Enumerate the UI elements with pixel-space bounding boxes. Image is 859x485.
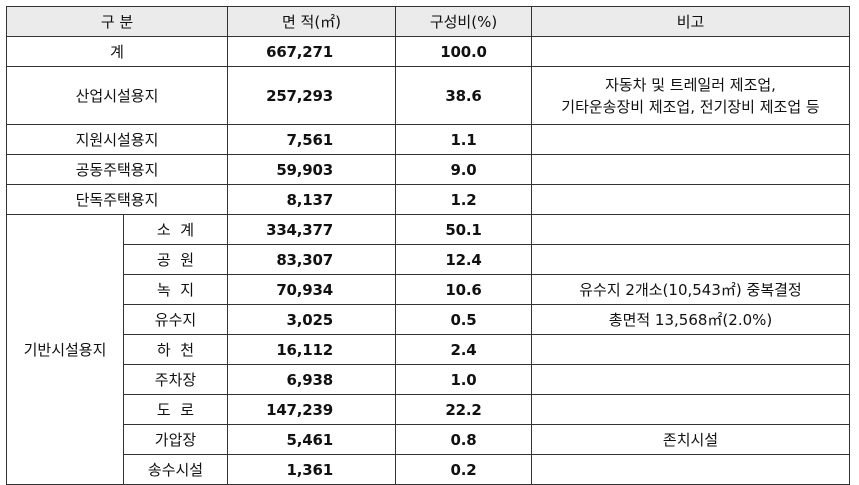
table-row: 계 667,271 100.0 (6, 36, 850, 67)
infra-item-note (531, 244, 850, 275)
row-area: 59,903 (227, 154, 396, 185)
table-row: 녹 지 70,934 10.6 유수지 2개소(10,543㎡) 중복결정 (7, 274, 850, 305)
infra-item-name: 소 계 (123, 214, 228, 245)
infra-item-name: 유수지 (123, 304, 228, 335)
table-row: 기반시설용지 소 계 334,377 50.1 (6, 214, 850, 485)
table-row: 송수시설 1,361 0.2 (7, 454, 850, 485)
note-line: 기타운송장비 제조업, 전기장비 제조업 등 (561, 97, 820, 116)
infra-item-name: 하 천 (123, 334, 228, 365)
infra-item-ratio: 12.4 (395, 244, 532, 275)
infra-item-ratio: 0.8 (395, 424, 532, 455)
infra-item-note: 존치시설 (531, 424, 850, 455)
infra-item-name: 송수시설 (123, 454, 228, 485)
infra-item-ratio: 22.2 (395, 394, 532, 425)
row-ratio: 38.6 (395, 66, 532, 125)
row-note (531, 184, 850, 215)
infra-item-note (531, 454, 850, 485)
row-ratio: 100.0 (395, 36, 532, 67)
row-note (531, 36, 850, 67)
row-category: 계 (6, 36, 228, 67)
header-area: 면 적(㎡) (227, 6, 396, 37)
row-category: 단독주택용지 (6, 184, 228, 215)
infra-item-ratio: 2.4 (395, 334, 532, 365)
table-row: 단독주택용지 8,137 1.2 (6, 184, 850, 215)
row-ratio: 1.1 (395, 124, 532, 155)
infra-item-note (531, 214, 850, 245)
table-header-row: 구 분 면 적(㎡) 구성비(%) 비고 (6, 6, 850, 37)
row-category: 지원시설용지 (6, 124, 228, 155)
table-row: 지원시설용지 7,561 1.1 (6, 124, 850, 155)
table-row: 하 천 16,112 2.4 (7, 334, 850, 365)
infra-item-name: 공 원 (123, 244, 228, 275)
table-row: 도 로 147,239 22.2 (7, 394, 850, 425)
table-row: 공동주택용지 59,903 9.0 (6, 154, 850, 185)
infra-item-name: 녹 지 (123, 274, 228, 305)
row-area: 8,137 (227, 184, 396, 215)
infra-item-name: 도 로 (123, 394, 228, 425)
table-row: 주차장 6,938 1.0 (7, 364, 850, 395)
table-row: 공 원 83,307 12.4 (7, 244, 850, 275)
header-ratio: 구성비(%) (395, 6, 532, 37)
infra-item-ratio: 0.5 (395, 304, 532, 335)
row-note: 자동차 및 트레일러 제조업, 기타운송장비 제조업, 전기장비 제조업 등 (531, 66, 850, 125)
row-area: 257,293 (227, 66, 396, 125)
infra-item-ratio: 50.1 (395, 214, 532, 245)
infra-item-area: 83,307 (227, 244, 396, 275)
note-line: 자동차 및 트레일러 제조업, (605, 75, 776, 94)
table-row: 유수지 3,025 0.5 총면적 13,568㎡(2.0%) (7, 304, 850, 335)
land-use-table: 구 분 면 적(㎡) 구성비(%) 비고 계 667,271 100.0 산업시… (6, 6, 850, 485)
infra-item-ratio: 0.2 (395, 454, 532, 485)
row-ratio: 9.0 (395, 154, 532, 185)
infra-item-area: 334,377 (227, 214, 396, 245)
infra-item-ratio: 1.0 (395, 364, 532, 395)
infra-item-area: 6,938 (227, 364, 396, 395)
infra-item-note (531, 394, 850, 425)
row-area: 7,561 (227, 124, 396, 155)
infra-item-note (531, 364, 850, 395)
infra-item-note (531, 334, 850, 365)
infra-item-area: 70,934 (227, 274, 396, 305)
table-row: 가압장 5,461 0.8 존치시설 (7, 424, 850, 455)
row-note (531, 124, 850, 155)
header-category: 구 분 (6, 6, 228, 37)
infra-group-label: 기반시설용지 (6, 214, 124, 485)
infra-item-area: 16,112 (227, 334, 396, 365)
row-ratio: 1.2 (395, 184, 532, 215)
infra-item-note: 총면적 13,568㎡(2.0%) (531, 304, 850, 335)
infra-item-area: 147,239 (227, 394, 396, 425)
infra-item-area: 3,025 (227, 304, 396, 335)
infra-item-name: 주차장 (123, 364, 228, 395)
infra-item-ratio: 10.6 (395, 274, 532, 305)
row-area: 667,271 (227, 36, 396, 67)
table-row: 산업시설용지 257,293 38.6 자동차 및 트레일러 제조업, 기타운송… (6, 66, 850, 125)
row-category: 산업시설용지 (6, 66, 228, 125)
infra-item-area: 1,361 (227, 454, 396, 485)
infra-item-area: 5,461 (227, 424, 396, 455)
infra-item-note: 유수지 2개소(10,543㎡) 중복결정 (531, 274, 850, 305)
header-note: 비고 (531, 6, 850, 37)
infra-item-name: 가압장 (123, 424, 228, 455)
row-category: 공동주택용지 (6, 154, 228, 185)
row-note (531, 154, 850, 185)
